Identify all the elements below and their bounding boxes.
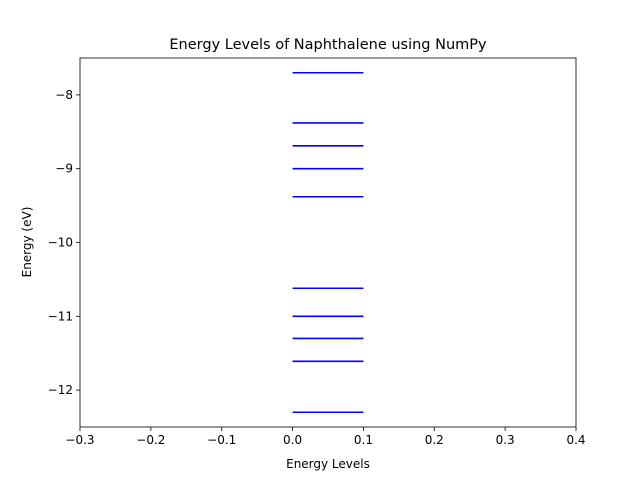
plot-area-frame bbox=[79, 57, 577, 428]
y-tick-label: −10 bbox=[48, 236, 73, 250]
y-axis-ticks: −12 −11 −10 −9 −8 bbox=[48, 88, 80, 397]
chart-title: Energy Levels of Naphthalene using NumPy bbox=[169, 37, 487, 53]
x-tick-label: 0.1 bbox=[354, 433, 373, 447]
y-tick-label: −12 bbox=[48, 383, 73, 397]
energy-level-lines bbox=[292, 71, 364, 414]
y-axis-label: Energy (eV) bbox=[20, 207, 34, 278]
x-tick-label: −0.1 bbox=[207, 433, 236, 447]
x-axis-label: Energy Levels bbox=[286, 457, 370, 471]
x-tick-label: −0.3 bbox=[65, 433, 94, 447]
y-tick-label: −8 bbox=[55, 88, 73, 102]
x-tick-label: 0.0 bbox=[283, 433, 302, 447]
y-tick-label: −9 bbox=[55, 162, 73, 176]
y-tick-label: −11 bbox=[48, 309, 73, 323]
x-axis-ticks: −0.3 −0.2 −0.1 0.0 0.1 0.2 0.3 0.4 bbox=[65, 427, 586, 447]
x-tick-label: 0.4 bbox=[566, 433, 585, 447]
x-tick-label: −0.2 bbox=[136, 433, 165, 447]
x-tick-label: 0.2 bbox=[425, 433, 444, 447]
x-tick-label: 0.3 bbox=[496, 433, 515, 447]
